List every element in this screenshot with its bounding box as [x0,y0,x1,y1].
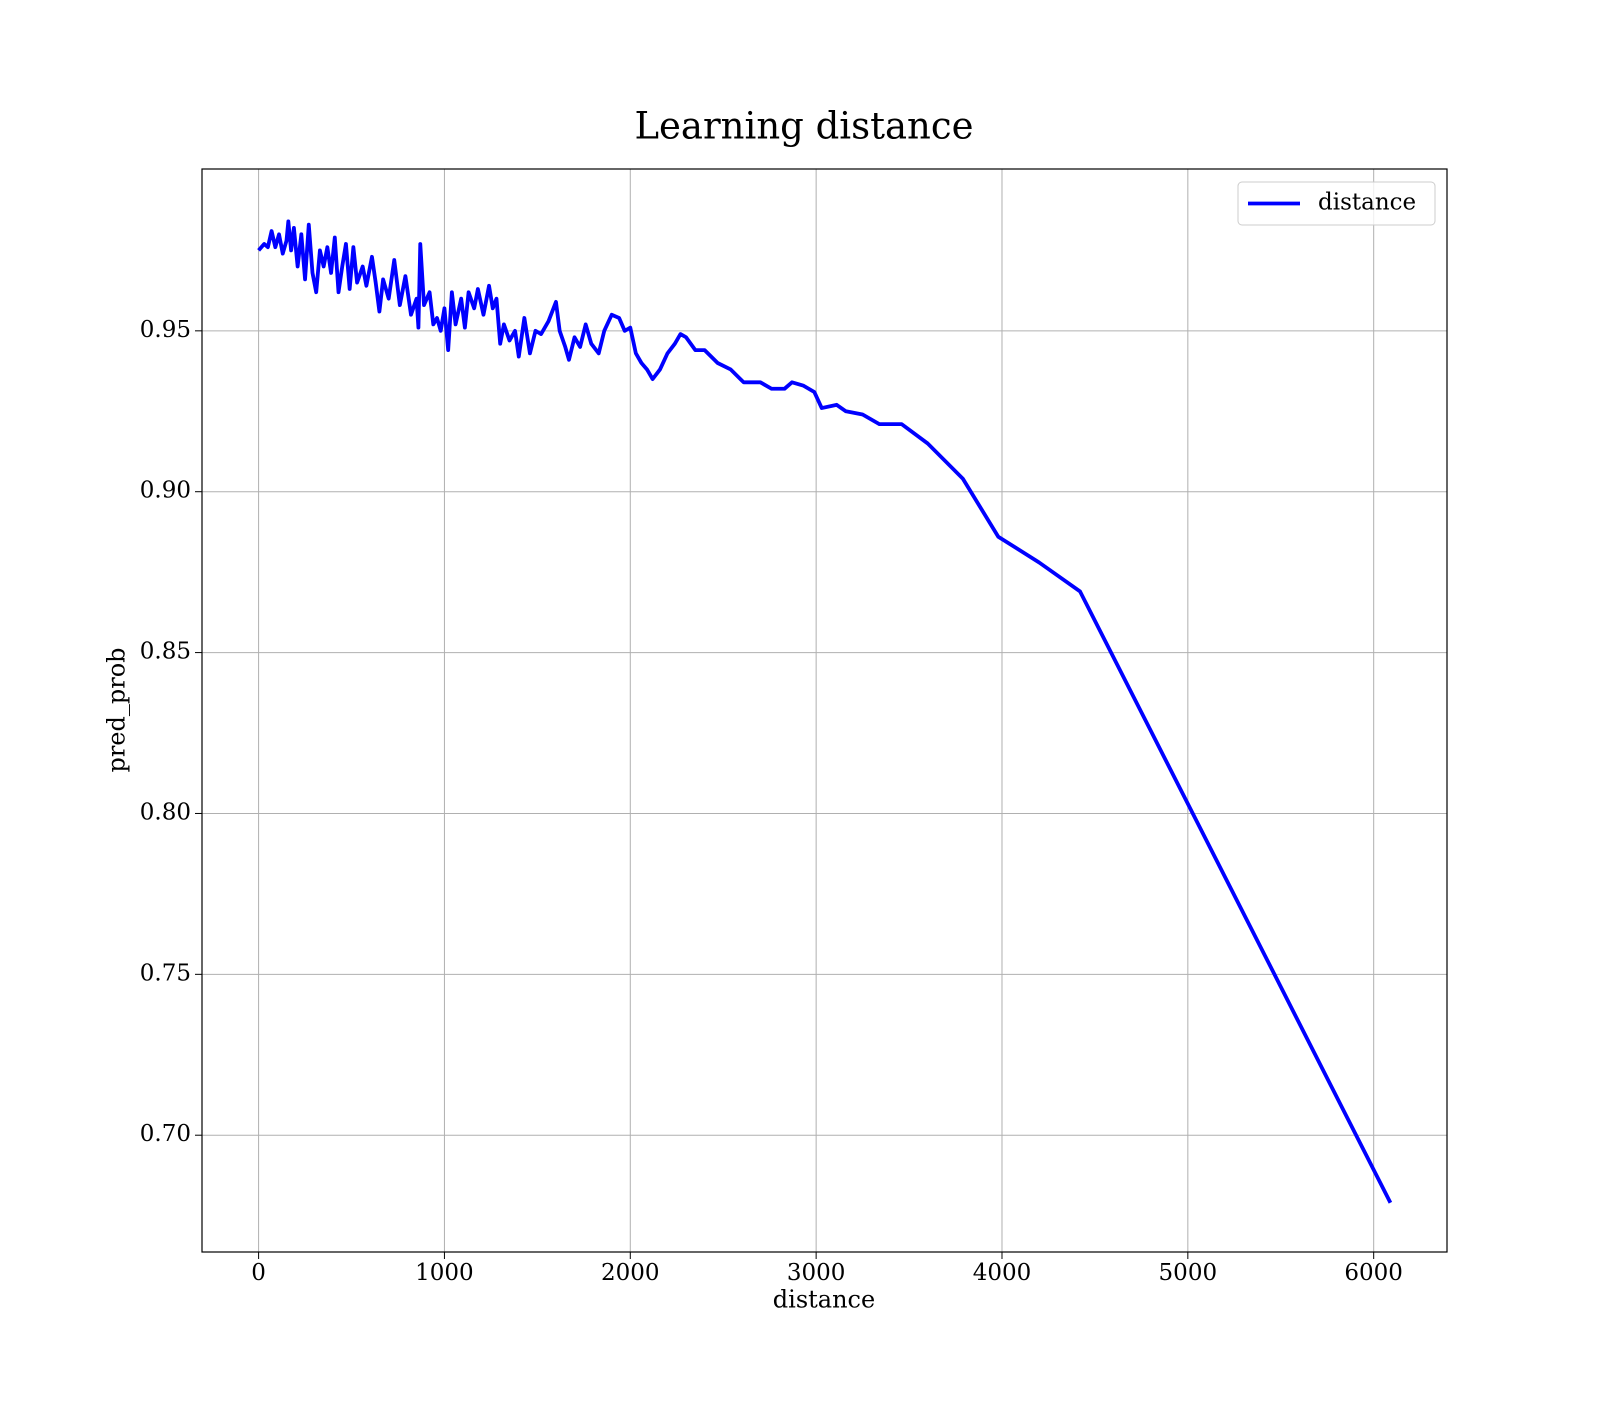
y-tick-label: 0.80 [140,799,191,825]
x-tick-label: 4000 [973,1260,1032,1286]
chart-title: Learning distance [634,105,973,148]
legend-box [1237,181,1436,226]
y-tick-label: 0.70 [140,1121,191,1147]
x-tick-label: 2000 [601,1260,660,1286]
x-tick-label: 0 [251,1260,266,1286]
plot-frame [201,168,1448,1253]
y-tick-label: 0.85 [140,639,191,665]
y-axis-label: pred_prob [103,647,131,772]
x-tick-label: 1000 [415,1260,474,1286]
data-line [257,219,1393,1204]
x-tick-label: 3000 [787,1260,846,1286]
x-axis-label: distance [773,1286,875,1314]
legend-label: distance [1318,190,1416,216]
x-tick-label: 6000 [1344,1260,1403,1286]
y-tick-label: 0.75 [140,960,191,986]
y-tick-label: 0.95 [140,317,191,343]
y-tick-label: 0.90 [140,478,191,504]
x-tick-label: 5000 [1159,1260,1218,1286]
